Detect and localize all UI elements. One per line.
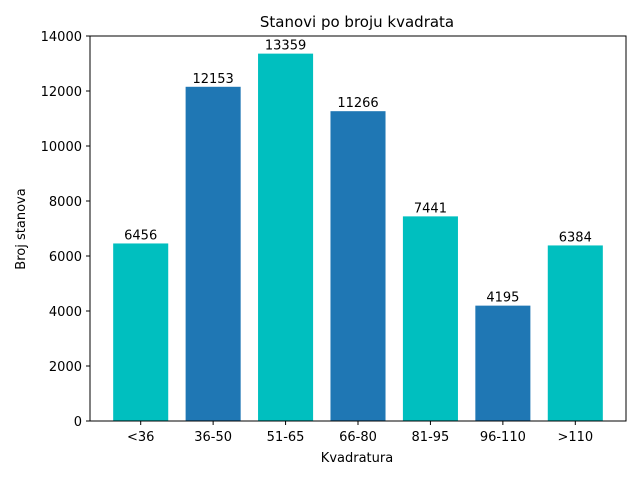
bar bbox=[547, 245, 603, 421]
y-axis-label: Broj stanova bbox=[14, 188, 29, 269]
bar bbox=[330, 111, 386, 421]
x-tick-label: 81-95 bbox=[412, 430, 450, 445]
data-label: 12153 bbox=[192, 72, 233, 87]
plot-frame bbox=[89, 35, 627, 422]
bar bbox=[185, 86, 241, 421]
y-tick-label: 8000 bbox=[49, 195, 82, 210]
bar bbox=[113, 243, 169, 421]
x-tick-label: <36 bbox=[127, 430, 154, 445]
x-axis-label: Kvadratura bbox=[321, 451, 393, 466]
y-tick-label: 2000 bbox=[49, 360, 82, 375]
bar bbox=[402, 216, 458, 421]
y-tick-label: 14000 bbox=[41, 30, 82, 45]
x-tick-label: >110 bbox=[557, 430, 593, 445]
y-tick-label: 6000 bbox=[49, 250, 82, 265]
data-label: 7441 bbox=[414, 201, 447, 216]
x-tick-label: 96-110 bbox=[480, 430, 526, 445]
x-tick-label: 36-50 bbox=[194, 430, 232, 445]
y-tick-label: 0 bbox=[74, 415, 82, 430]
data-label: 13359 bbox=[265, 39, 306, 54]
data-label: 6456 bbox=[124, 228, 157, 243]
x-tick-label: 51-65 bbox=[267, 430, 305, 445]
data-label: 4195 bbox=[486, 291, 519, 306]
bar bbox=[475, 305, 531, 421]
y-tick-label: 10000 bbox=[41, 140, 82, 155]
x-tick-label: 66-80 bbox=[339, 430, 377, 445]
y-tick-label: 12000 bbox=[41, 85, 82, 100]
chart-title: Stanovi po broju kvadrata bbox=[260, 13, 454, 31]
y-tick-label: 4000 bbox=[49, 305, 82, 320]
bar bbox=[258, 53, 314, 421]
data-label: 11266 bbox=[337, 96, 378, 111]
data-label: 6384 bbox=[559, 230, 592, 245]
